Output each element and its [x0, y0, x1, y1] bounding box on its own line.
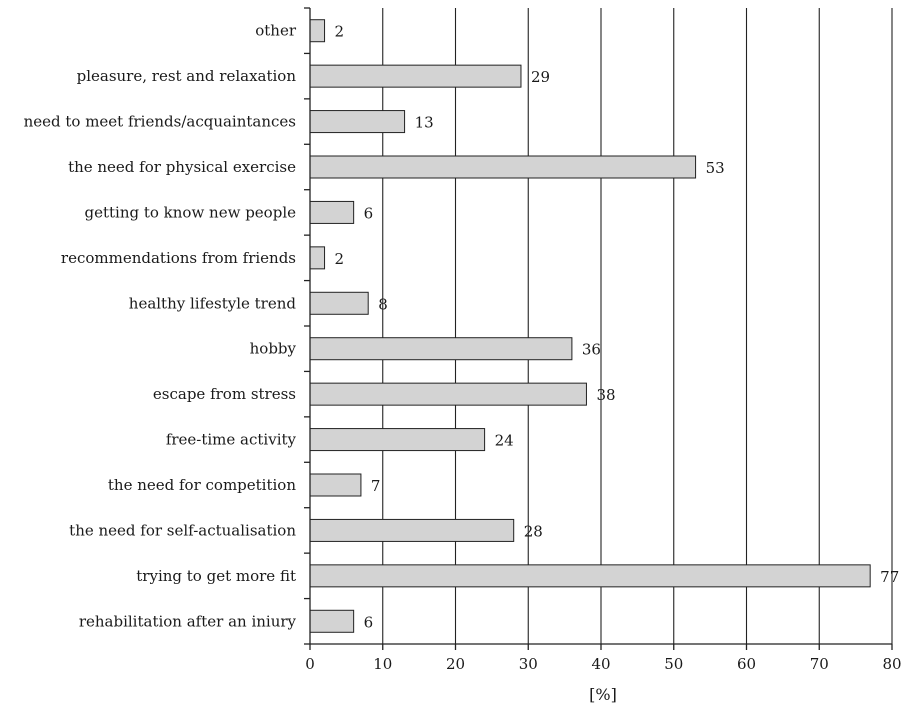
- category-label: getting to know new people: [84, 203, 296, 221]
- category-label: healthy lifestyle trend: [129, 294, 297, 312]
- bar: [309, 291, 369, 315]
- bar: [309, 246, 326, 270]
- bar: [309, 564, 871, 588]
- x-tick-label: 50: [664, 655, 683, 673]
- axes: [304, 7, 893, 650]
- bar: [309, 473, 362, 497]
- x-tick-labels: 0 10 20 30 40 50 60 70 80: [305, 655, 901, 673]
- bar: [309, 200, 355, 224]
- category-label: the need for physical exercise: [68, 158, 296, 176]
- value-label: 29: [531, 68, 550, 86]
- category-label: trying to get more fit: [136, 567, 296, 585]
- category-label: the need for competition: [108, 476, 296, 494]
- bar: [309, 337, 573, 361]
- value-label: 13: [415, 114, 434, 132]
- value-label: 2: [335, 23, 345, 41]
- category-label: the need for self-actualisation: [69, 521, 296, 539]
- x-tick-label: 0: [305, 655, 315, 673]
- category-label: need to meet friends/acquaintances: [24, 113, 296, 131]
- grid-lines: [382, 8, 893, 644]
- bar: [309, 110, 406, 134]
- bar: [309, 609, 355, 633]
- x-tick-label: 20: [446, 655, 465, 673]
- x-tick-label: 80: [882, 655, 901, 673]
- category-label: rehabilitation after an iniury: [79, 612, 297, 630]
- bar: [309, 64, 522, 88]
- x-tick-label: 30: [519, 655, 538, 673]
- category-label: recommendations from friends: [61, 249, 296, 267]
- value-label: 24: [495, 432, 514, 450]
- category-labels: other pleasure, rest and relaxation need t…: [24, 22, 297, 631]
- value-label: 2: [335, 250, 345, 268]
- category-label: free-time activity: [166, 431, 297, 449]
- x-tick-label: 10: [373, 655, 392, 673]
- value-label: 6: [364, 204, 374, 222]
- category-label: hobby: [250, 340, 297, 358]
- value-label: 7: [371, 477, 381, 495]
- bar: [309, 19, 326, 43]
- value-label: 8: [378, 295, 388, 313]
- bar: [309, 155, 697, 179]
- x-tick-label: 40: [591, 655, 610, 673]
- category-label: escape from stress: [153, 385, 296, 403]
- value-label: 28: [524, 522, 543, 540]
- x-tick-label: 70: [810, 655, 829, 673]
- value-label: 38: [596, 386, 615, 404]
- value-label: 77: [880, 568, 899, 586]
- value-label: 36: [582, 341, 601, 359]
- category-label: pleasure, rest and relaxation: [77, 67, 297, 85]
- bar: [309, 518, 515, 542]
- bar: [309, 428, 486, 452]
- value-label: 6: [364, 613, 374, 631]
- category-label: other: [255, 22, 297, 40]
- x-tick-label: 60: [737, 655, 756, 673]
- bar: [309, 382, 587, 406]
- x-axis-title: [%]: [589, 685, 617, 704]
- value-label: 53: [706, 159, 725, 177]
- bars: [309, 19, 871, 633]
